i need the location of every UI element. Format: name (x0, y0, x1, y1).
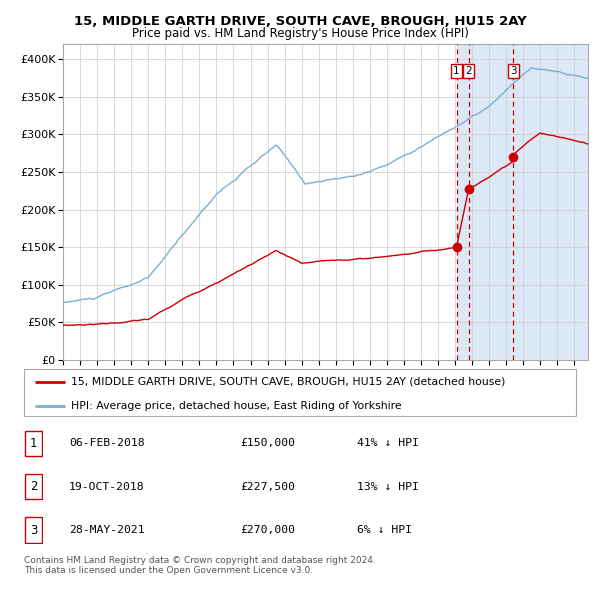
Text: 3: 3 (510, 66, 517, 76)
FancyBboxPatch shape (25, 517, 42, 543)
Text: 2: 2 (466, 66, 472, 76)
Text: Contains HM Land Registry data © Crown copyright and database right 2024.: Contains HM Land Registry data © Crown c… (24, 556, 376, 565)
Text: £270,000: £270,000 (240, 525, 295, 535)
Text: 41% ↓ HPI: 41% ↓ HPI (357, 438, 419, 448)
Bar (457, 44, 588, 360)
Text: 3: 3 (30, 523, 37, 536)
Text: 13% ↓ HPI: 13% ↓ HPI (357, 482, 419, 491)
Text: 1: 1 (30, 437, 37, 450)
Text: 2: 2 (30, 480, 37, 493)
Text: Price paid vs. HM Land Registry's House Price Index (HPI): Price paid vs. HM Land Registry's House … (131, 27, 469, 40)
FancyBboxPatch shape (25, 474, 42, 499)
Text: 6% ↓ HPI: 6% ↓ HPI (357, 525, 412, 535)
Text: 06-FEB-2018: 06-FEB-2018 (69, 438, 145, 448)
Text: 1: 1 (453, 66, 460, 76)
Text: 19-OCT-2018: 19-OCT-2018 (69, 482, 145, 491)
Text: HPI: Average price, detached house, East Riding of Yorkshire: HPI: Average price, detached house, East… (71, 401, 401, 411)
Text: £227,500: £227,500 (240, 482, 295, 491)
Text: 15, MIDDLE GARTH DRIVE, SOUTH CAVE, BROUGH, HU15 2AY: 15, MIDDLE GARTH DRIVE, SOUTH CAVE, BROU… (74, 15, 526, 28)
FancyBboxPatch shape (25, 431, 42, 456)
Text: £150,000: £150,000 (240, 438, 295, 448)
Text: 28-MAY-2021: 28-MAY-2021 (69, 525, 145, 535)
Text: This data is licensed under the Open Government Licence v3.0.: This data is licensed under the Open Gov… (24, 566, 313, 575)
Text: 15, MIDDLE GARTH DRIVE, SOUTH CAVE, BROUGH, HU15 2AY (detached house): 15, MIDDLE GARTH DRIVE, SOUTH CAVE, BROU… (71, 377, 505, 387)
FancyBboxPatch shape (24, 369, 576, 416)
